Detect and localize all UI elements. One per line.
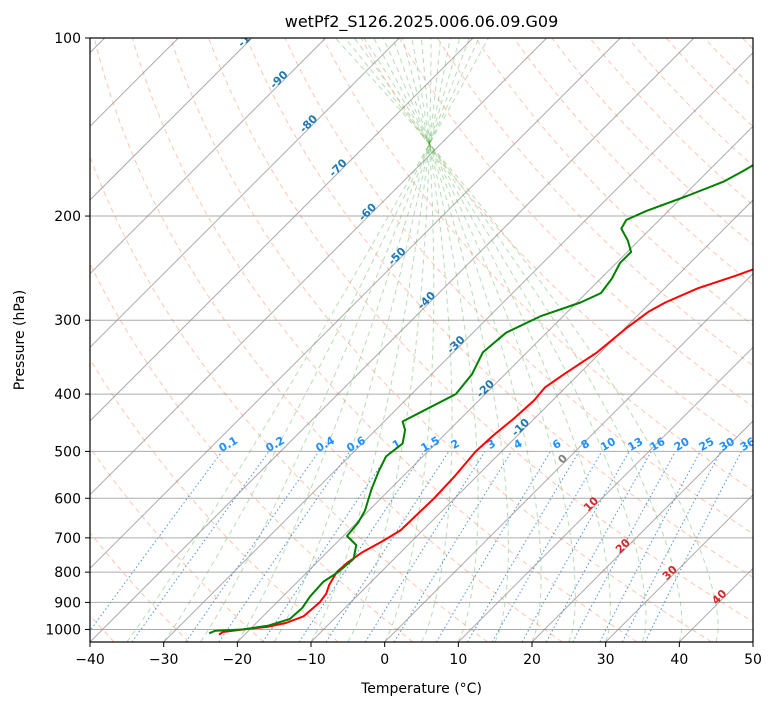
dry-adiabat-line — [90, 358, 339, 642]
moist-adiabat-line — [163, 38, 480, 642]
mixing-ratio-line — [90, 451, 223, 632]
plot-area — [90, 38, 753, 642]
mixing-ratio-line — [218, 451, 351, 642]
dry-adiabat-line — [90, 262, 414, 642]
isobars — [90, 38, 753, 630]
isotherm-label: -100 — [235, 21, 264, 50]
isotherm-line — [457, 346, 753, 642]
temperature-profile — [218, 268, 753, 636]
dewpoint-profile — [208, 164, 753, 635]
y-tick-label: 300 — [54, 313, 81, 329]
mixing-ratio-label: 36 — [738, 435, 758, 454]
x-tick-label: 20 — [523, 652, 541, 668]
dry-adiabat-line — [246, 38, 753, 578]
x-tick-label: −40 — [75, 652, 105, 668]
plot-frame — [89, 37, 754, 643]
y-axis-label: Pressure (hPa) — [12, 290, 28, 390]
y-tick-label: 200 — [54, 209, 81, 225]
mixing-ratio-line — [185, 451, 320, 642]
isotherm-line — [90, 38, 621, 570]
x-axis-ticks: −40 −30 −20 −10 0 10 20 30 40 50 — [75, 642, 762, 668]
dry-adiabat-line — [436, 38, 753, 367]
moist-adiabat-line — [200, 38, 470, 642]
isotherm-line — [90, 38, 253, 201]
dry-adiabat-line — [93, 38, 563, 642]
moist-adiabat-line — [373, 38, 576, 642]
isotherm-line — [90, 38, 548, 496]
isotherm-line — [90, 38, 327, 275]
moist-adiabats — [126, 38, 719, 642]
y-tick-label: 900 — [54, 595, 81, 611]
isotherm-line — [163, 51, 753, 642]
moist-adiabat-line — [392, 38, 509, 642]
mixing-ratio-line — [393, 451, 513, 642]
x-tick-label: 50 — [744, 652, 762, 668]
chart-title: wetPf2_S126.2025.006.06.09.G09 — [285, 12, 559, 32]
moist-adiabat-line — [411, 38, 453, 642]
mixing-ratio-line — [298, 451, 425, 642]
isotherm-line — [90, 38, 400, 349]
x-tick-label: 0 — [380, 652, 389, 668]
moist-adiabat-line — [126, 38, 489, 642]
moist-adiabat-line — [273, 38, 451, 642]
mixing-ratio-labels: 0.1 0.2 0.4 0.6 1 1.5 2 3 4 6 8 10 13 16 20 25 30 36 — [217, 434, 758, 455]
mixing-ratio-line — [644, 451, 742, 642]
moist-adiabat-line — [382, 38, 542, 642]
y-tick-label: 400 — [54, 387, 81, 403]
dry-adiabat-line — [90, 531, 190, 642]
y-tick-label: 600 — [54, 491, 81, 507]
moist-adiabat-line — [401, 38, 479, 642]
mixing-ratio-line — [545, 451, 652, 642]
dry-adiabat-line — [322, 38, 753, 492]
moist-adiabat-line — [353, 38, 647, 642]
isotherm-line — [236, 125, 753, 642]
mixing-ratio-line — [325, 451, 450, 642]
y-tick-label: 800 — [54, 565, 81, 581]
isotherm-line — [531, 420, 753, 642]
moist-adiabat-line — [363, 38, 611, 642]
moist-adiabat-line — [344, 38, 683, 642]
x-tick-label: 30 — [597, 652, 615, 668]
moist-adiabat-line — [236, 38, 461, 642]
x-tick-label: −20 — [223, 652, 253, 668]
isotherm-line — [90, 38, 474, 422]
x-tick-label: 40 — [670, 652, 688, 668]
grid-layer: -100-90-80-70-60-50-40-30-20-10010203040… — [90, 21, 758, 642]
y-tick-label: 1000 — [45, 622, 81, 638]
y-tick-label: 700 — [54, 531, 81, 547]
y-axis-ticks: 100 200 300 400 500 600 700 800 900 1000 — [45, 31, 90, 638]
isotherm-line — [90, 38, 695, 642]
moist-adiabat-line — [334, 38, 719, 642]
dry-adiabat-line — [131, 38, 638, 642]
mixing-ratio-line — [262, 451, 391, 642]
y-tick-label: 100 — [54, 31, 81, 47]
y-tick-label: 500 — [54, 444, 81, 460]
dry-adiabat-line — [398, 38, 753, 408]
isotherms — [90, 38, 753, 642]
plot-background — [90, 38, 753, 642]
x-tick-label: 10 — [449, 652, 467, 668]
x-tick-label: −30 — [149, 652, 179, 668]
mixing-ratio-line — [572, 451, 676, 642]
series-layer — [208, 164, 753, 636]
dry-adiabat-line — [208, 38, 753, 623]
moist-adiabat-line — [384, 38, 435, 642]
x-tick-label: −10 — [296, 652, 326, 668]
mixing-ratio-line — [521, 451, 630, 642]
isotherm-line — [752, 641, 753, 642]
mixing-ratio-lines — [90, 451, 742, 642]
x-axis-label: Temperature (°C) — [360, 681, 482, 697]
axes-frame — [89, 37, 754, 643]
isotherm-line — [384, 272, 753, 642]
isotherm-line — [605, 493, 753, 642]
